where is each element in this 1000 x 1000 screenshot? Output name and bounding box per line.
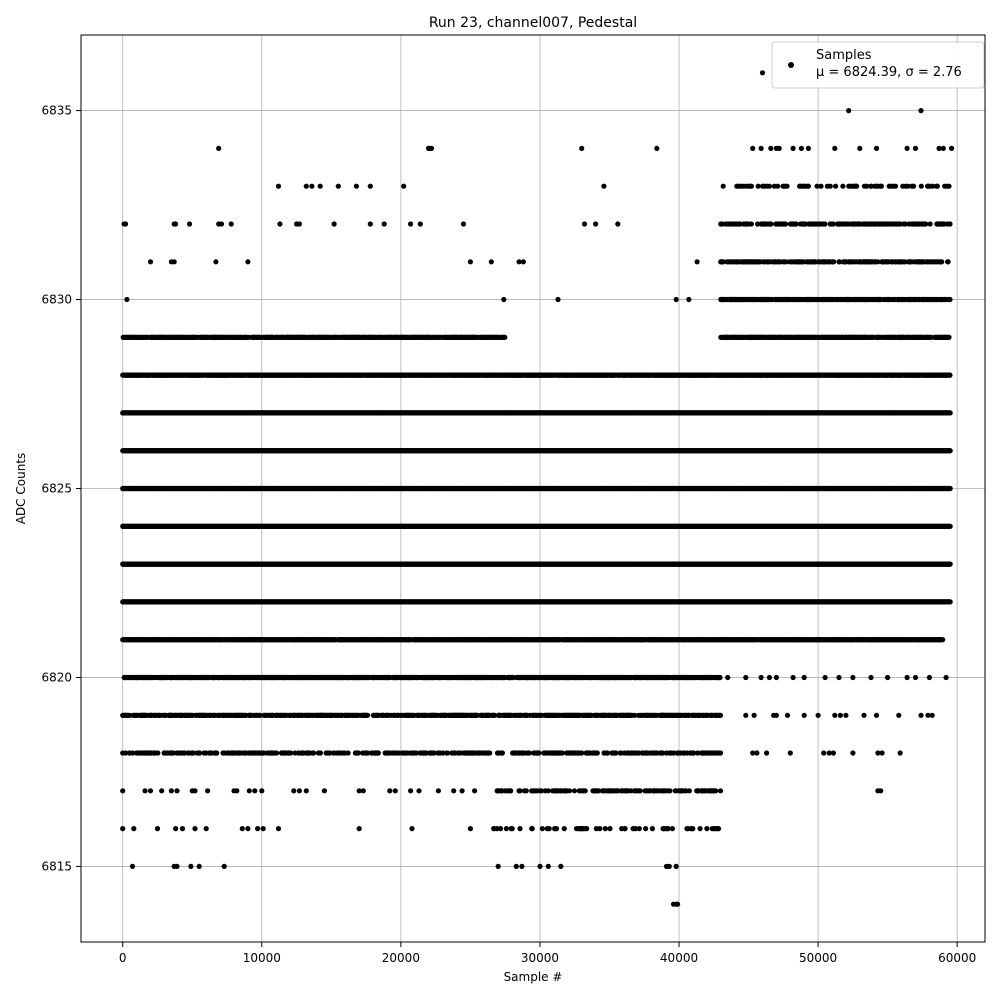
scatter-points — [120, 70, 955, 907]
data-point — [947, 561, 953, 567]
data-point — [947, 599, 953, 605]
